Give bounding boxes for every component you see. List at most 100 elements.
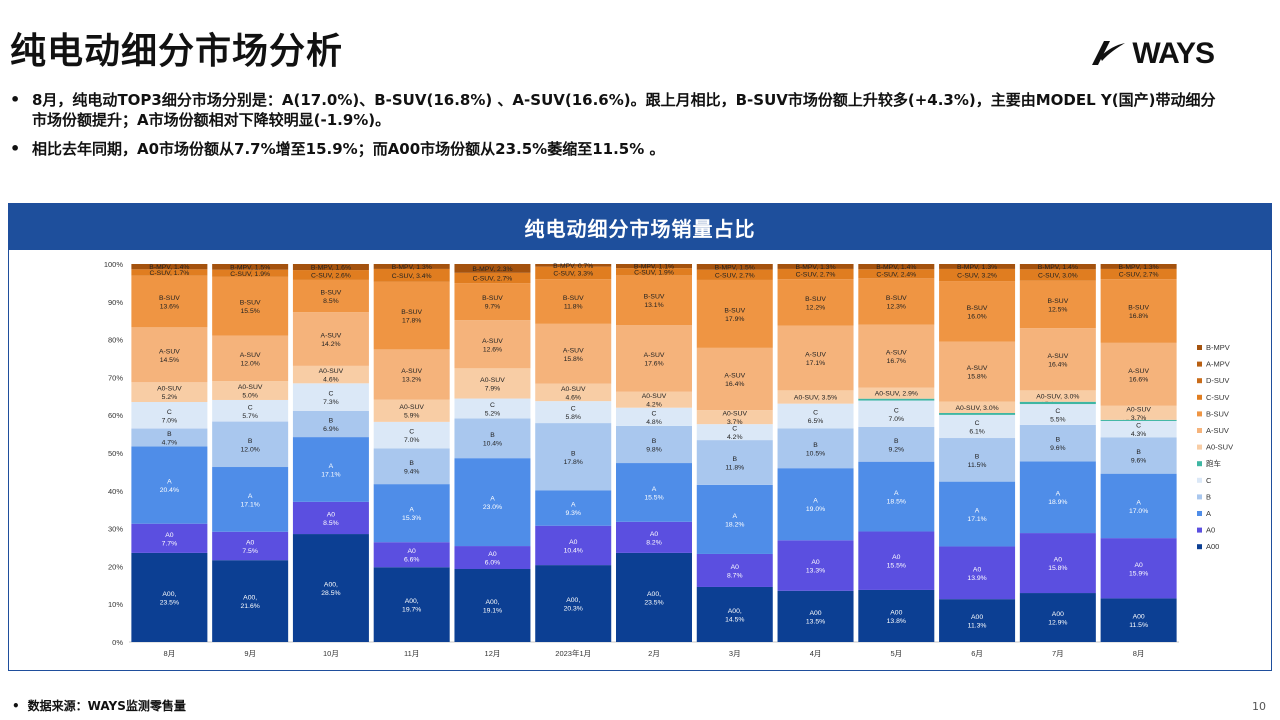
bar-segment	[535, 279, 612, 324]
data-label: 23.5%	[160, 599, 179, 606]
bar-segment	[1100, 405, 1177, 420]
data-label: A	[1056, 491, 1061, 498]
bar-segment	[373, 448, 450, 485]
data-label: 15.8%	[564, 356, 583, 363]
legend-label: A-SUV	[1206, 426, 1229, 435]
bar-segment	[1019, 401, 1096, 405]
data-label: A0-SUV	[238, 384, 263, 391]
bar-segment	[1019, 390, 1096, 402]
data-label: C	[571, 406, 576, 413]
data-label: B-MPV, 1.5%	[715, 264, 755, 271]
bar-segment	[454, 568, 531, 642]
bar-segment	[131, 275, 208, 328]
legend-swatch	[1197, 361, 1202, 367]
data-label: A-SUV	[321, 332, 342, 339]
x-tick-label: 4月	[810, 649, 822, 658]
x-tick-label: 5月	[890, 649, 902, 658]
bar-segment	[939, 414, 1016, 439]
summary-bullets: 8月，纯电动TOP3细分市场分别是：A(17.0%)、B-SUV(16.8%) …	[10, 90, 1220, 168]
legend-swatch	[1197, 527, 1202, 533]
footer: • 数据来源：WAYS监测零售量	[12, 697, 186, 714]
data-label: A0	[973, 566, 982, 573]
legend-label: D-SUV	[1206, 376, 1229, 385]
bar-segment	[1100, 279, 1177, 343]
bar-segment	[373, 264, 450, 269]
legend-label: 跑车	[1206, 458, 1222, 468]
data-label: B	[490, 432, 495, 439]
data-label: B-SUV	[1128, 305, 1149, 312]
data-label: 9.6%	[1050, 445, 1066, 452]
bar-segment	[858, 400, 935, 427]
legend-label: A-MPV	[1206, 360, 1230, 369]
legend-swatch	[1197, 428, 1202, 433]
bar-segment	[1019, 404, 1096, 425]
legend-swatch	[1197, 378, 1202, 384]
data-label: B	[813, 442, 818, 449]
data-label: A	[329, 463, 334, 470]
data-label: 7.0%	[162, 417, 178, 424]
bar-segment	[454, 320, 531, 369]
data-label: A00,	[405, 598, 419, 605]
bar-segment	[858, 398, 935, 401]
bar-segment	[454, 283, 531, 321]
bar-segment	[858, 324, 935, 388]
data-label: A	[732, 513, 737, 520]
data-label: A-SUV	[644, 352, 665, 359]
data-label: 16.7%	[887, 358, 906, 365]
data-label: B-SUV	[1047, 298, 1068, 305]
bar-segment	[212, 421, 289, 468]
bar-segment	[1100, 342, 1177, 406]
bar-segment	[131, 327, 208, 383]
bar-segment	[1019, 269, 1096, 281]
data-label: C	[1055, 408, 1060, 415]
data-label: 12.6%	[483, 346, 502, 353]
data-label: 23.5%	[644, 599, 663, 606]
bar-segment	[696, 424, 773, 441]
data-label: B	[894, 438, 899, 445]
data-label: C-SUV, 3.3%	[553, 270, 593, 277]
bar-segment	[292, 534, 369, 642]
data-label: C-SUV, 3.0%	[1038, 273, 1078, 280]
bar-segment	[373, 268, 450, 282]
data-label: A0	[246, 539, 255, 546]
data-label: 15.5%	[644, 494, 663, 501]
bar-segment	[1019, 533, 1096, 594]
legend-label: A	[1206, 509, 1211, 518]
data-label: 10.4%	[483, 440, 502, 447]
data-label: B-SUV	[240, 300, 261, 307]
data-label: A0-SUV	[561, 386, 586, 393]
data-label: A00	[1133, 614, 1145, 621]
data-label: A-SUV	[563, 347, 584, 354]
bar-segment	[131, 269, 208, 276]
x-tick-label: 3月	[729, 649, 741, 658]
bar-segment	[212, 335, 289, 382]
bar-segment	[131, 446, 208, 524]
bar-segment	[454, 458, 531, 547]
data-label: B-MPV, 1.3%	[795, 264, 835, 271]
data-label: 3.7%	[727, 419, 743, 426]
data-label: A0	[408, 548, 417, 555]
bar-segment	[858, 589, 935, 642]
y-tick-label: 40%	[108, 487, 123, 496]
data-label: 15.8%	[967, 374, 986, 381]
x-tick-label: 2023年1月	[555, 648, 591, 658]
bar-segment	[212, 276, 289, 336]
bar-segment	[212, 560, 289, 642]
data-label: B-MPV, 1.4%	[876, 264, 916, 271]
bar-segment	[777, 325, 854, 391]
bar-segment	[212, 531, 289, 561]
bar-segment	[535, 490, 612, 526]
bar-segment	[777, 428, 854, 469]
data-label: 16.0%	[967, 313, 986, 320]
data-label: C-SUV, 2.7%	[715, 272, 755, 279]
data-label: A	[409, 507, 414, 514]
data-label: B	[652, 438, 657, 445]
y-tick-label: 60%	[108, 411, 123, 420]
data-label: A	[813, 498, 818, 505]
data-label: 16.4%	[1048, 361, 1067, 368]
bar-segment	[373, 421, 450, 449]
data-label: C	[732, 426, 737, 433]
data-label: 11.5%	[1129, 622, 1148, 629]
data-label: 10.5%	[806, 450, 825, 457]
legend-swatch	[1197, 544, 1202, 550]
